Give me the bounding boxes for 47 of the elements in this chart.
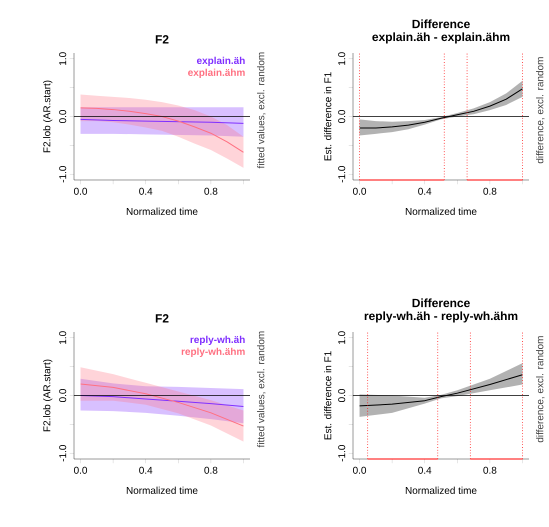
chart-title: F2 [156, 35, 169, 44]
chart-subtitle: reply-wh.äh - reply-wh.ähm [364, 311, 518, 323]
x-axis-title: Normalized time [126, 208, 198, 215]
x-tick-label: 0.8 [204, 466, 218, 474]
x-tick-label: 0.4 [139, 188, 152, 195]
y-tick-label: -1.0 [59, 166, 66, 182]
x-tick-label: 0.4 [139, 466, 152, 474]
x-tick-label: 0.0 [352, 466, 366, 474]
x-tick-label: 0.4 [418, 188, 432, 195]
x-tick-label: 0.0 [352, 188, 366, 195]
y-tick-label: 1.0 [59, 52, 66, 65]
chart-title: Difference [412, 298, 470, 308]
y-tick-label: 0.0 [59, 110, 66, 124]
chart-subtitle: explain.äh - explain.ähm [372, 32, 510, 44]
text: difference, excl. random [536, 57, 545, 164]
y-axis-title: F2.lob (AR.start) [43, 80, 52, 152]
text: fitted values, excl. random [257, 331, 266, 448]
y-tick-label: -1.0 [338, 445, 346, 462]
y-tick-label: 0.0 [338, 388, 346, 402]
x-tick-label: 0.4 [418, 466, 432, 474]
chart-title: F2 [156, 314, 169, 322]
x-tick-label: 0.0 [74, 466, 88, 474]
text: reply-wh.ähm [182, 348, 245, 357]
x-tick-label: 0.8 [483, 188, 496, 195]
text: difference, excl. random [536, 336, 545, 442]
y-tick-label: 1.0 [338, 331, 346, 344]
y-tick-label: 1.0 [338, 52, 346, 65]
text: explain.ähm [188, 68, 245, 78]
chart-title: Difference [412, 19, 470, 28]
x-axis-title: Normalized time [126, 486, 198, 494]
x-tick-label: 0.0 [74, 188, 88, 195]
text: reply-wh.äh [190, 336, 245, 346]
y-tick-label: -1.0 [338, 166, 346, 182]
x-tick-label: 0.8 [204, 188, 218, 195]
y-tick-label: -1.0 [59, 445, 66, 462]
y-tick-label: 1.0 [59, 331, 66, 344]
y-axis-title: F2.lob (AR.start) [43, 360, 52, 432]
y-axis-title: Est. difference in F1 [324, 351, 332, 440]
y-axis-title: Est. difference in F1 [324, 72, 332, 160]
y-tick-label: 0.0 [338, 110, 346, 124]
x-axis-title: Normalized time [406, 486, 477, 494]
text: explain.äh [196, 56, 245, 66]
x-axis-title: Normalized time [406, 208, 477, 215]
y-tick-label: 0.0 [59, 388, 66, 402]
x-tick-label: 0.8 [483, 466, 496, 474]
text: fitted values, excl. random [257, 52, 266, 168]
line-series [80, 107, 244, 153]
